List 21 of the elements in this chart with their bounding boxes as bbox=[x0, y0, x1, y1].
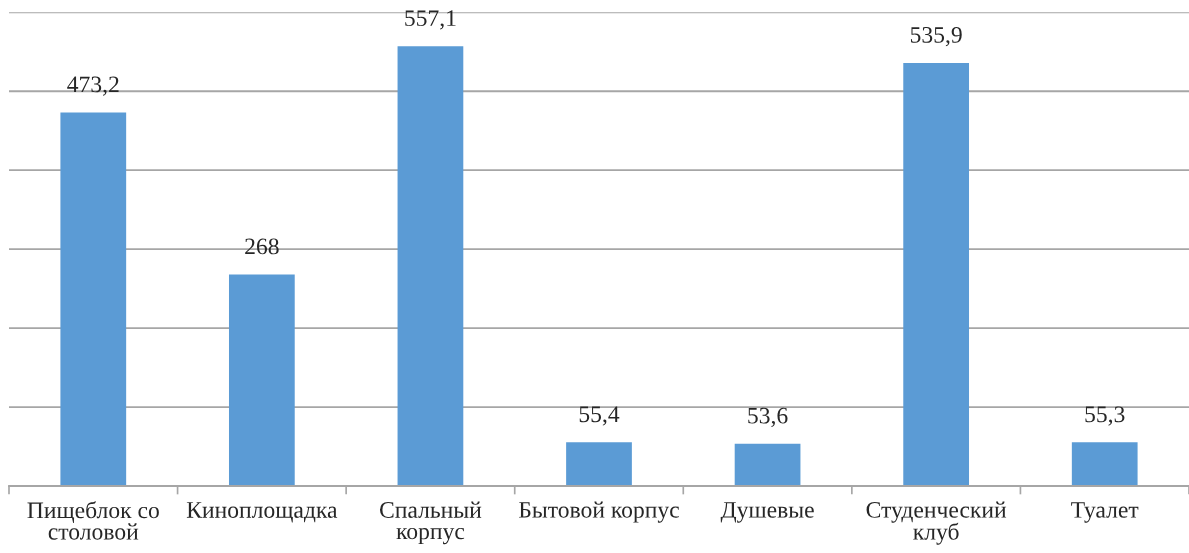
bar bbox=[1071, 442, 1138, 486]
bar bbox=[903, 62, 970, 486]
data-label: 473,2 bbox=[67, 76, 119, 96]
x-tick-label: Спальный корпус bbox=[380, 501, 482, 545]
x-tick-label: Киноплощадка bbox=[186, 502, 338, 523]
bar bbox=[397, 46, 464, 486]
bar bbox=[228, 274, 295, 486]
data-label: 268 bbox=[245, 238, 279, 255]
x-tick-label: Туалет bbox=[1071, 502, 1139, 523]
data-label: 53,6 bbox=[748, 407, 788, 428]
bar bbox=[566, 442, 632, 486]
x-tick-label: Бытовой корпус bbox=[519, 501, 679, 523]
bar bbox=[734, 443, 801, 486]
data-label: 55,4 bbox=[579, 406, 620, 426]
data-label: 535,9 bbox=[910, 26, 962, 47]
data-label: 557,1 bbox=[405, 10, 456, 30]
x-tick-label: Студенческий клуб bbox=[866, 501, 1007, 545]
bar bbox=[60, 112, 127, 486]
x-tick-label: Душевые bbox=[720, 502, 814, 523]
data-label: 55,3 bbox=[1085, 406, 1125, 426]
x-tick-label: Пищеблок со столовой bbox=[27, 501, 159, 540]
